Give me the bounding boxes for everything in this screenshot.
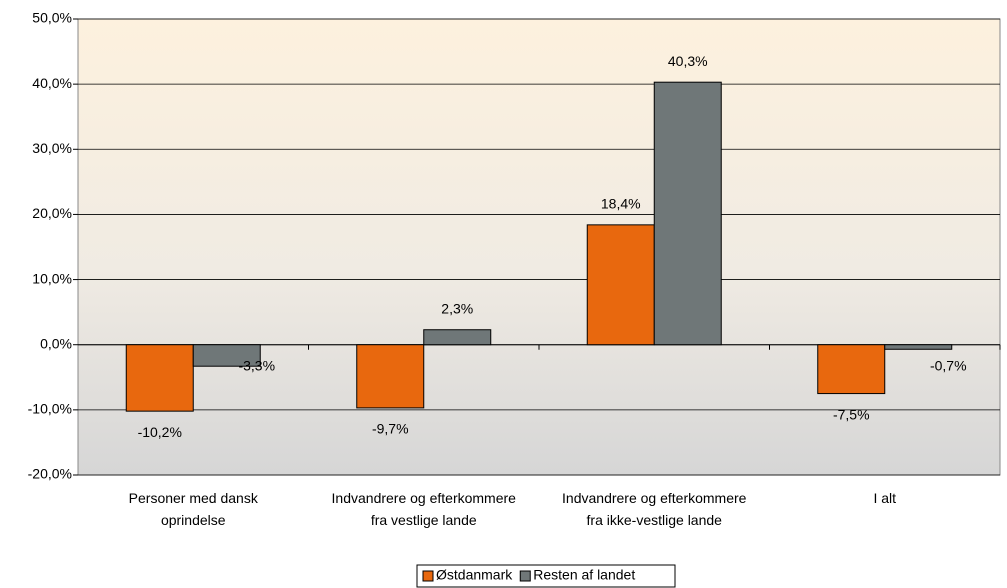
- y-tick-label: 0,0%: [40, 335, 72, 351]
- y-tick-label: -20,0%: [28, 466, 72, 482]
- data-label: 40,3%: [668, 53, 708, 69]
- legend-label: Østdanmark: [436, 567, 513, 583]
- bar: [884, 344, 953, 350]
- legend-swatch: [519, 570, 531, 582]
- data-label: -0,7%: [930, 357, 967, 373]
- bar: [817, 344, 886, 395]
- legend-box: [416, 564, 676, 588]
- data-label: -3,3%: [238, 357, 275, 373]
- legend-label: Resten af landet: [533, 567, 635, 583]
- x-tick-label: Indvandrere og efterkommere fra vestlige…: [331, 490, 516, 528]
- y-tick-label: -10,0%: [28, 401, 72, 417]
- y-tick-label: 40,0%: [32, 75, 72, 91]
- x-tick-label: Personer med dansk oprindelse: [128, 490, 258, 528]
- bar: [653, 81, 722, 346]
- y-tick-label: 10,0%: [32, 270, 72, 286]
- x-tick-label: I alt: [873, 490, 897, 506]
- bar: [356, 344, 425, 409]
- plot-area: [77, 18, 1001, 476]
- data-label: -10,2%: [138, 424, 182, 440]
- data-label: 18,4%: [601, 196, 641, 212]
- bar: [192, 344, 261, 367]
- legend-swatch: [422, 570, 434, 582]
- bar: [125, 344, 194, 412]
- data-label: 2,3%: [441, 300, 473, 316]
- data-label: -7,5%: [833, 406, 870, 422]
- y-tick-label: 50,0%: [32, 10, 72, 26]
- data-label: -9,7%: [372, 421, 409, 437]
- y-tick-label: 30,0%: [32, 140, 72, 156]
- x-tick-label: Indvandrere og efterkommere fra ikke-ves…: [562, 490, 747, 528]
- y-tick-label: 20,0%: [32, 205, 72, 221]
- bar: [586, 224, 655, 346]
- bar: [423, 329, 492, 346]
